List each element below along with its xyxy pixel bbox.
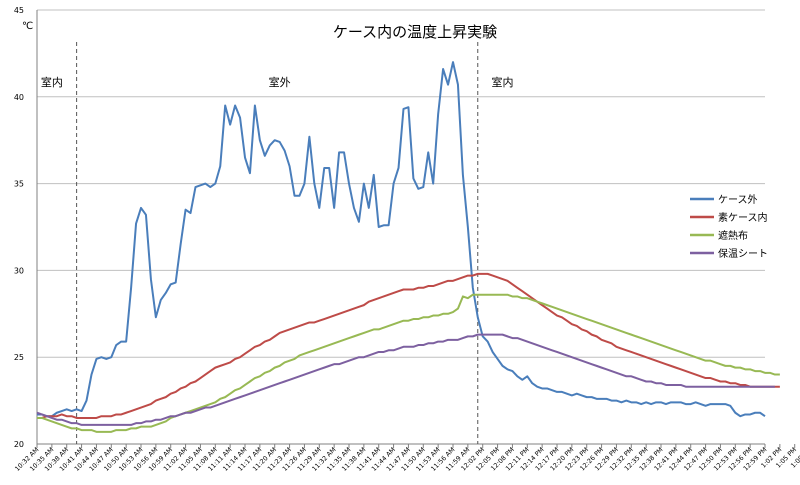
y-tick-label: 20	[14, 440, 24, 449]
series-lines	[36, 61, 780, 433]
grid-lines	[36, 9, 765, 445]
zone-label: 室内	[41, 75, 63, 89]
y-tick-label: 45	[14, 6, 24, 15]
x-tick-label: 1:08 PM	[789, 446, 800, 470]
chart-title: ケース内の温度上昇実験	[333, 23, 497, 41]
y-tick-label: 30	[14, 266, 24, 275]
series-line-0	[37, 61, 766, 418]
y-tick-label: 25	[14, 353, 24, 362]
legend-label-0: ケース外	[718, 194, 758, 206]
y-axis-ticks: 20 25 30 35 40 45	[14, 6, 24, 449]
zone-label: 室内	[492, 75, 514, 89]
zone-dividers	[76, 42, 479, 444]
series-line-1	[37, 272, 780, 419]
zone-label: 室外	[269, 75, 291, 89]
y-tick-label: 40	[14, 93, 24, 102]
y-tick-label: 35	[14, 180, 24, 189]
y-axis-unit: ℃	[22, 21, 33, 32]
legend-label-1: 素ケース内	[718, 211, 768, 224]
legend-label-2: 遮熱布	[718, 229, 748, 242]
zone-labels: 室内 室外 室内	[41, 75, 514, 89]
legend-label-3: 保温シート	[718, 247, 768, 260]
series-line-2	[37, 293, 780, 433]
series-line-3	[36, 333, 775, 426]
